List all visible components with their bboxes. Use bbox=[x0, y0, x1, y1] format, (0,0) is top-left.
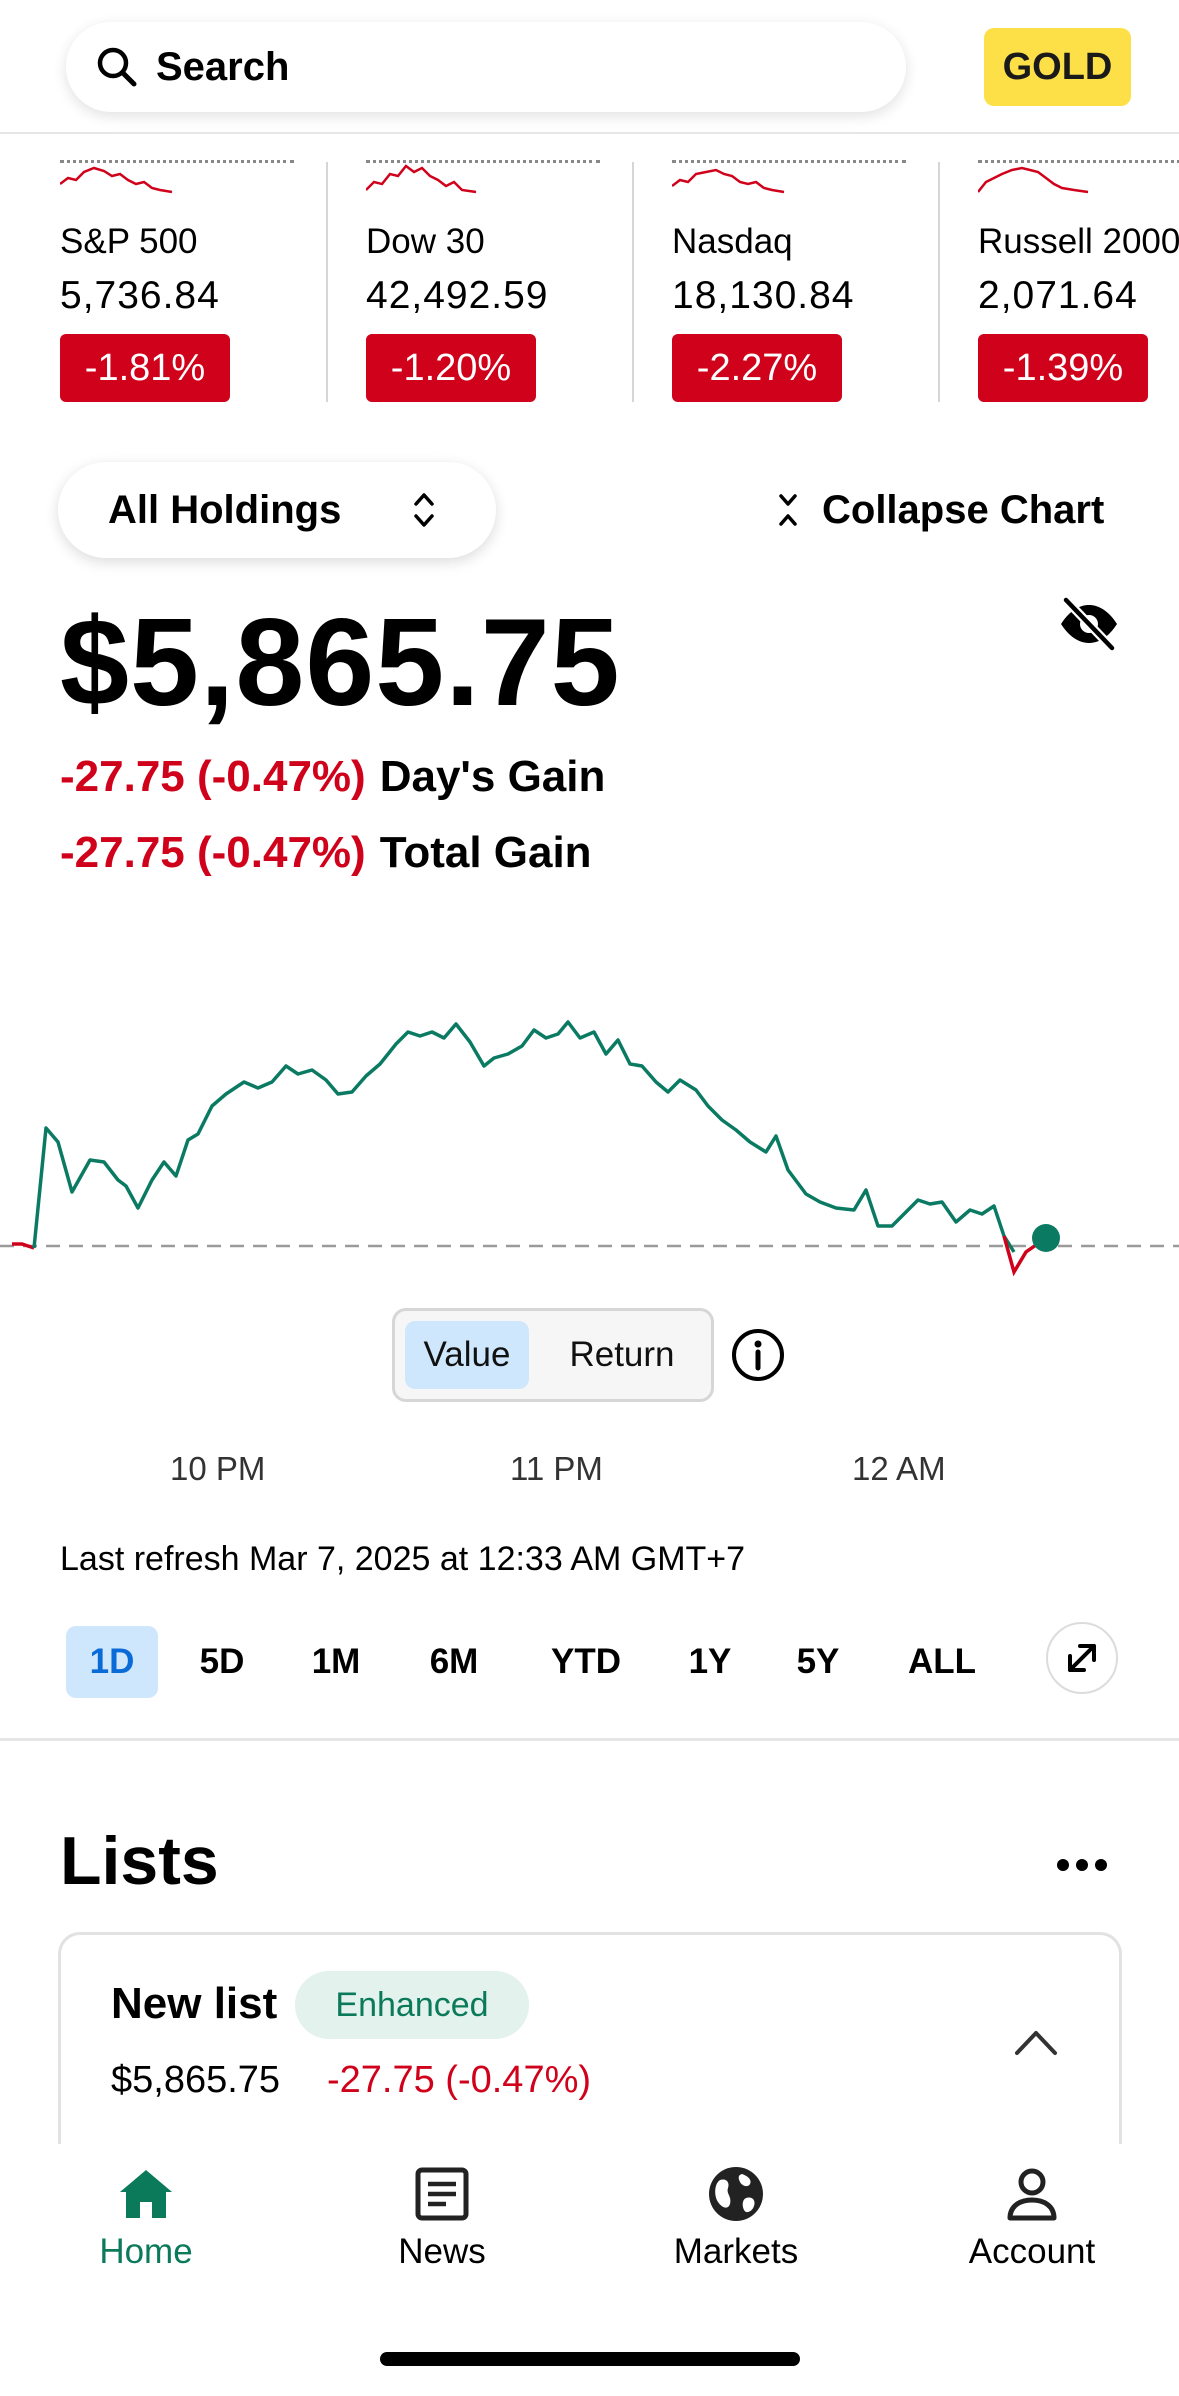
section-divider bbox=[0, 1738, 1179, 1741]
ticker-change-badge: -1.39% bbox=[978, 334, 1148, 402]
list-value: $5,865.75 bbox=[111, 2059, 281, 2101]
sparkline bbox=[60, 166, 173, 194]
ticker-name: Nasdaq bbox=[672, 222, 793, 261]
days-gain-value: -27.75 (-0.47%) bbox=[60, 752, 366, 801]
collapse-icon bbox=[779, 494, 797, 526]
sparkline bbox=[672, 168, 785, 194]
ticker-name: Dow 30 bbox=[366, 222, 485, 261]
baseline-dotted bbox=[60, 160, 294, 163]
gold-button[interactable]: GOLD bbox=[984, 28, 1131, 106]
nav-home[interactable]: Home bbox=[46, 2164, 246, 2294]
chevron-updown-icon bbox=[414, 493, 434, 527]
range-6m[interactable]: 6M bbox=[429, 1642, 479, 1681]
range-1y[interactable]: 1Y bbox=[688, 1642, 732, 1681]
enhanced-badge: Enhanced bbox=[295, 1971, 529, 2039]
top-bar: Search GOLD bbox=[0, 0, 1179, 134]
nav-label: Markets bbox=[673, 2232, 799, 2271]
ticker-name: Russell 2000 bbox=[978, 222, 1179, 261]
range-ytd[interactable]: YTD bbox=[551, 1642, 621, 1681]
nav-news[interactable]: News bbox=[342, 2164, 542, 2294]
collapse-chart-label: Collapse Chart bbox=[822, 487, 1105, 532]
home-icon bbox=[120, 2170, 172, 2218]
list-change: -27.75 (-0.47%) bbox=[327, 2059, 592, 2101]
divider bbox=[326, 162, 328, 402]
news-icon bbox=[415, 2167, 469, 2221]
sparkline bbox=[978, 166, 1089, 194]
range-selector: 1D 5D 1M 6M YTD 1Y 5Y ALL bbox=[0, 1622, 1179, 1702]
list-card[interactable]: New list Enhanced $5,865.75 -27.75 (-0.4… bbox=[58, 1932, 1122, 2152]
ticker-nasdaq[interactable]: Nasdaq 18,130.84 -2.27% bbox=[672, 150, 912, 404]
range-1m[interactable]: 1M bbox=[311, 1642, 361, 1681]
last-refresh-text: Last refresh Mar 7, 2025 at 12:33 AM GMT… bbox=[60, 1540, 746, 1578]
ticker-russell2000[interactable]: Russell 2000 2,071.64 -1.39% bbox=[978, 150, 1179, 404]
nav-account[interactable]: Account bbox=[932, 2164, 1132, 2294]
divider bbox=[632, 162, 634, 402]
ticker-dow30[interactable]: Dow 30 42,492.59 -1.20% bbox=[366, 150, 606, 404]
market-tickers: S&P 500 5,736.84 -1.81% Dow 30 42,492.59… bbox=[0, 150, 1179, 410]
current-value-dot bbox=[1032, 1224, 1060, 1252]
info-icon[interactable] bbox=[730, 1327, 786, 1383]
ticker-price: 2,071.64 bbox=[978, 274, 1138, 317]
globe-icon bbox=[709, 2167, 763, 2221]
ticker-price: 18,130.84 bbox=[672, 274, 855, 317]
ticker-price: 5,736.84 bbox=[60, 274, 220, 317]
portfolio-chart[interactable] bbox=[0, 980, 1179, 1300]
person-icon bbox=[1007, 2168, 1057, 2221]
total-gain-row: -27.75 (-0.47%) Total Gain bbox=[60, 828, 592, 878]
days-gain-label: Day's Gain bbox=[379, 752, 606, 801]
ticker-name: S&P 500 bbox=[60, 222, 198, 261]
range-5d[interactable]: 5D bbox=[199, 1642, 245, 1681]
home-indicator bbox=[380, 2352, 800, 2366]
holdings-label: All Holdings bbox=[108, 487, 342, 532]
expand-icon bbox=[1068, 1644, 1096, 1672]
nav-label: News bbox=[398, 2232, 486, 2271]
portfolio-value: $5,865.75 bbox=[60, 594, 621, 732]
ticker-change-badge: -2.27% bbox=[672, 334, 842, 402]
nav-label: Account bbox=[968, 2232, 1096, 2271]
ticker-sp500[interactable]: S&P 500 5,736.84 -1.81% bbox=[60, 150, 300, 404]
range-all[interactable]: ALL bbox=[907, 1642, 977, 1681]
ticker-price: 42,492.59 bbox=[366, 274, 549, 317]
time-axis-label: 12 AM bbox=[852, 1450, 946, 1487]
nav-markets[interactable]: Markets bbox=[636, 2164, 836, 2294]
chevron-up-icon[interactable] bbox=[1013, 2027, 1059, 2057]
chart-line bbox=[32, 1020, 1016, 1253]
time-axis-label: 10 PM bbox=[170, 1450, 266, 1487]
eye-slash-icon[interactable] bbox=[1058, 596, 1120, 652]
total-gain-value: -27.75 (-0.47%) bbox=[60, 828, 366, 877]
fullscreen-button[interactable] bbox=[1046, 1622, 1118, 1694]
ticker-change-badge: -1.20% bbox=[366, 334, 536, 402]
collapse-chart-button[interactable]: Collapse Chart bbox=[776, 480, 1104, 540]
total-gain-label: Total Gain bbox=[379, 828, 592, 877]
value-return-toggle: Value Return bbox=[392, 1308, 714, 1402]
baseline-dotted bbox=[366, 160, 600, 163]
chart-line-negative-start bbox=[12, 1242, 35, 1250]
range-1d[interactable]: 1D bbox=[66, 1626, 158, 1698]
nav-label: Home bbox=[99, 2232, 193, 2271]
days-gain-row: -27.75 (-0.47%) Day's Gain bbox=[60, 752, 605, 802]
search-label: Search bbox=[156, 44, 290, 89]
list-name: New list bbox=[111, 1979, 278, 2028]
search-bar[interactable]: Search bbox=[66, 22, 906, 112]
sparkline bbox=[366, 164, 477, 194]
divider bbox=[938, 162, 940, 402]
lists-heading: Lists bbox=[60, 1823, 219, 1899]
toggle-return-option[interactable]: Return bbox=[569, 1335, 675, 1374]
baseline-dotted bbox=[672, 160, 906, 163]
holdings-dropdown[interactable]: All Holdings bbox=[58, 462, 496, 558]
toggle-value-option[interactable]: Value bbox=[405, 1321, 529, 1389]
ticker-change-badge: -1.81% bbox=[60, 334, 230, 402]
time-axis-label: 11 PM bbox=[510, 1450, 603, 1487]
baseline-dotted bbox=[978, 160, 1179, 163]
more-options-icon[interactable] bbox=[1056, 1858, 1108, 1872]
range-5y[interactable]: 5Y bbox=[796, 1642, 840, 1681]
search-icon bbox=[97, 47, 137, 87]
